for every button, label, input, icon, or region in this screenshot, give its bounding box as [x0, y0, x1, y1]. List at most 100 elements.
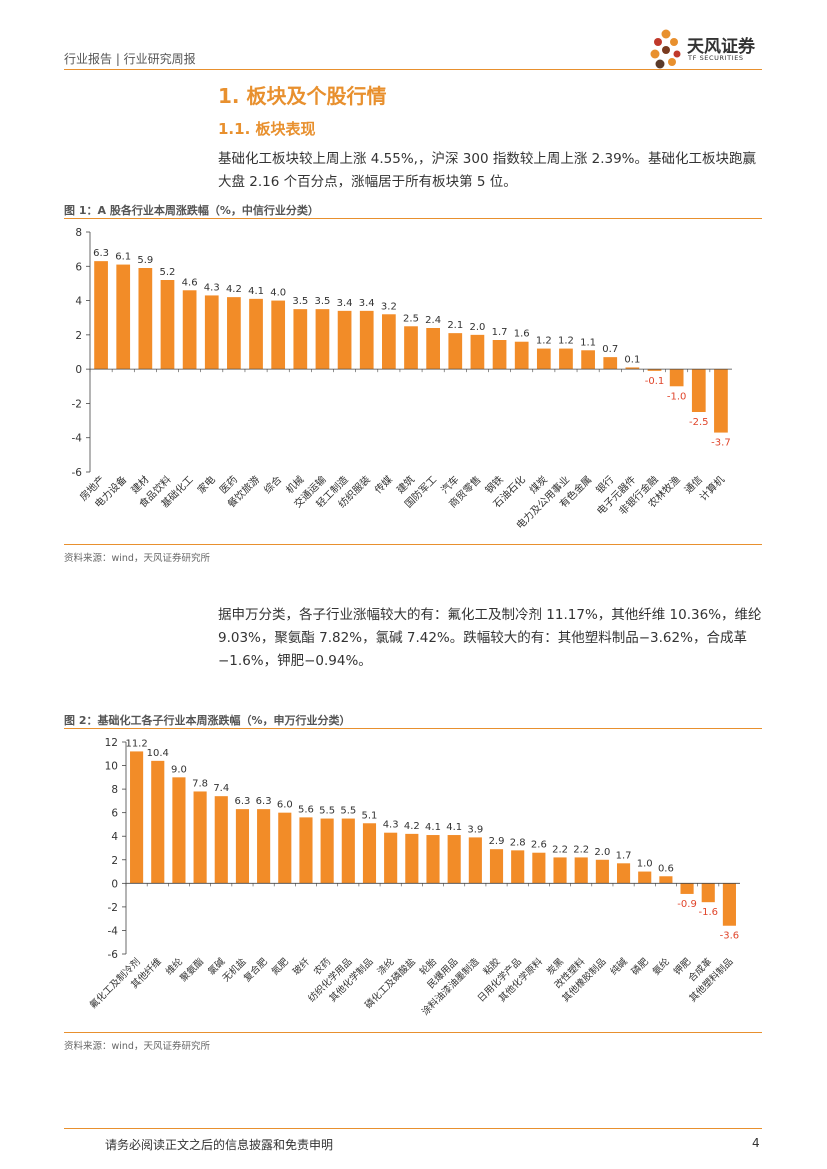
figure1-bottom-rule	[64, 544, 762, 545]
bar	[404, 326, 418, 370]
data-label: 5.6	[298, 804, 314, 815]
bar	[151, 760, 165, 884]
y-tick-label: 8	[75, 227, 82, 239]
y-tick-label: -4	[108, 925, 119, 937]
data-label: -3.7	[711, 438, 731, 449]
bar	[227, 297, 241, 370]
bar	[489, 849, 504, 884]
data-label: 3.4	[337, 298, 353, 309]
bar	[257, 809, 271, 884]
section-heading: 1. 板块及个股行情	[218, 84, 387, 108]
data-label: 1.6	[514, 329, 530, 340]
data-label: 3.4	[359, 298, 375, 309]
bar	[130, 751, 144, 884]
data-label: 4.1	[248, 286, 264, 297]
data-label: -1.6	[698, 907, 718, 918]
brand-name-cn: 天风证券	[687, 37, 755, 57]
figure1-chart: -6 -4 -2 0 2 4 6 8 6.3 6.1 5.9 5.2 4.6 4.3 4.2 4.1 4.0 3.…	[72, 227, 732, 532]
data-label: 2.5	[403, 313, 419, 324]
bar	[384, 832, 398, 884]
data-label: 5.2	[160, 267, 176, 278]
bar	[514, 341, 529, 370]
y-tick-label: 4	[75, 296, 82, 308]
bar	[701, 883, 715, 903]
data-label: 4.2	[226, 284, 242, 295]
bar	[448, 333, 463, 370]
figure1-top-rule	[64, 218, 762, 219]
bar	[299, 817, 313, 884]
figure2-bottom-rule	[64, 1032, 762, 1033]
category-label: 家电	[195, 473, 218, 496]
report-type: 行业报告 | 行业研究周报	[64, 52, 196, 66]
y-tick-label: 12	[105, 737, 118, 749]
data-label: 2.0	[594, 847, 610, 858]
data-label: 2.8	[510, 837, 526, 848]
y-tick-label: 2	[75, 330, 82, 342]
data-label: 3.5	[314, 296, 330, 307]
brand-logo: 天风证券 TF SECURITIES	[650, 28, 765, 72]
data-label: -0.1	[645, 376, 665, 387]
paragraph-subindustry: 据申万分类，各子行业涨幅较大的有：氟化工及制冷剂 11.17%，其他纤维 10.…	[218, 607, 762, 669]
bar	[659, 876, 673, 884]
bar	[669, 369, 684, 387]
bar	[680, 883, 694, 894]
bar	[235, 809, 250, 884]
data-label: 0.6	[658, 863, 674, 874]
data-label: 5.5	[340, 806, 356, 817]
data-label: 2.0	[469, 322, 485, 333]
data-label: 4.1	[446, 822, 462, 833]
bar	[470, 334, 485, 370]
bar	[492, 340, 507, 370]
data-label: 10.4	[147, 748, 169, 759]
logo-mark-icon	[650, 29, 681, 69]
paragraph-summary: 基础化工板块较上周上涨 4.55%,，沪深 300 指数较上周上涨 2.39%。…	[218, 151, 756, 190]
data-label: 6.0	[277, 800, 293, 811]
bar	[603, 357, 618, 370]
y-tick-label: 8	[111, 784, 118, 796]
footer-disclaimer: 请务必阅读正文之后的信息披露和免责申明	[105, 1138, 334, 1152]
data-label: 3.9	[467, 824, 483, 835]
bar	[359, 310, 374, 370]
bar	[249, 298, 263, 370]
data-label: -0.9	[677, 899, 697, 910]
page-number: 4	[752, 1136, 760, 1150]
header-divider	[64, 69, 762, 70]
category-label: 氮肥	[269, 955, 291, 977]
bar	[553, 857, 567, 884]
data-label: 9.0	[171, 764, 187, 775]
data-label: 1.7	[616, 850, 632, 861]
bar	[337, 310, 352, 370]
bar	[468, 837, 482, 884]
bar	[138, 268, 153, 370]
figure2-title: 图 2：基础化工各子行业本周涨跌幅（%，申万行业分类）	[64, 714, 351, 727]
data-label: 7.4	[213, 783, 229, 794]
y-tick-label: -6	[108, 949, 119, 961]
data-label: 0.1	[624, 354, 640, 365]
subsection-heading: 1.1. 板块表现	[218, 120, 316, 138]
y-tick-label: 0	[111, 878, 118, 890]
data-label: 1.7	[492, 327, 508, 338]
bar	[426, 835, 440, 884]
y-tick-label: 2	[111, 855, 118, 867]
bar	[293, 309, 308, 370]
y-tick-label: 10	[105, 761, 118, 773]
bar	[204, 295, 219, 370]
data-label: 4.3	[204, 282, 220, 293]
y-tick-label: 6	[111, 808, 118, 820]
category-label: 聚氨酯	[178, 955, 207, 984]
data-label: 11.2	[125, 738, 147, 749]
bar	[616, 863, 631, 884]
data-label: 1.1	[580, 337, 596, 348]
bar	[320, 818, 334, 884]
figure2-source: 资料来源：wind，天风证券研究所	[64, 1041, 210, 1052]
data-label: -1.0	[667, 391, 687, 402]
brand-name-en: TF SECURITIES	[688, 54, 744, 62]
data-label: 1.0	[637, 859, 653, 870]
bar	[574, 857, 588, 884]
bar	[193, 791, 207, 884]
data-label: 2.2	[573, 844, 589, 855]
y-tick-label: -2	[72, 398, 82, 410]
category-label: 综合	[261, 473, 284, 496]
bar	[94, 261, 108, 370]
bar	[511, 850, 525, 884]
